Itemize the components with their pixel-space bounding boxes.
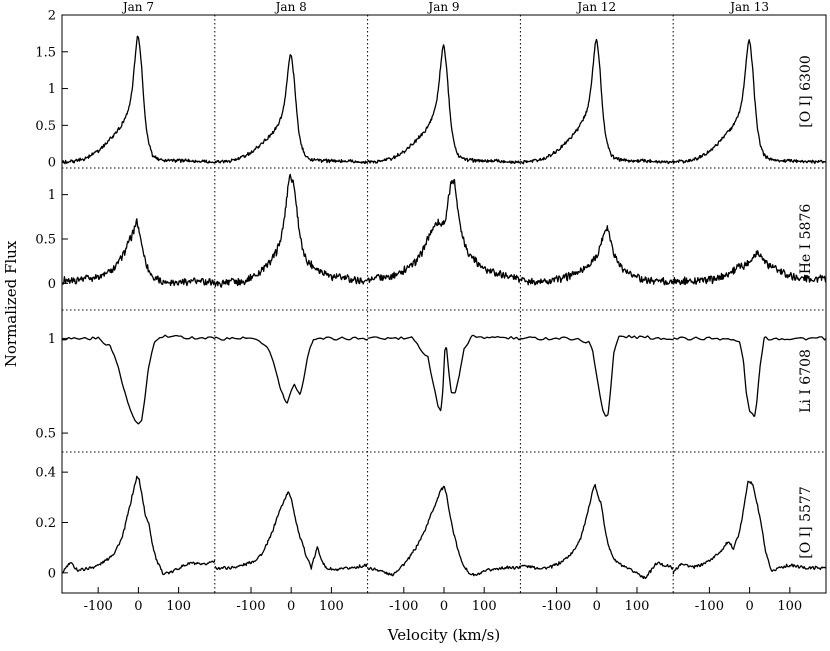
- spectrum-line: [672, 250, 827, 286]
- date-label: Jan 13: [728, 0, 769, 14]
- date-label: Jan 9: [426, 0, 459, 14]
- x-tick-label: -100: [542, 599, 571, 614]
- line-label: He I 5876: [798, 204, 814, 275]
- y-tick-label: 0.5: [35, 119, 56, 134]
- y-tick-label: 0.4: [35, 466, 56, 481]
- x-tick-label: 100: [319, 599, 344, 614]
- spectrum-line: [520, 334, 674, 417]
- y-tick-label: 2: [48, 9, 56, 24]
- y-tick-label: 1: [48, 82, 56, 97]
- y-axis-title: Normalized Flux: [2, 240, 20, 367]
- x-tick-label: 0: [440, 599, 448, 614]
- x-tick-label: -100: [389, 599, 418, 614]
- date-label: Jan 12: [575, 0, 616, 14]
- y-tick-label: 0: [48, 156, 56, 171]
- date-label: Jan 8: [274, 0, 307, 14]
- plot-frame: [61, 14, 827, 594]
- y-tick-label: 0.2: [35, 516, 56, 531]
- spectrum-line: [214, 491, 368, 572]
- x-axis: -100 0 100 -100 0 100 -100 0 100 -100 0 100 -100 0 100: [84, 587, 802, 614]
- x-tick-label: 0: [745, 599, 753, 614]
- x-tick-label: -100: [695, 599, 724, 614]
- row-separators: [62, 167, 826, 453]
- spectrum-line: [367, 179, 521, 283]
- spectrum-line: [519, 38, 674, 165]
- spectrum-line: [673, 336, 827, 417]
- y-tick-label: 1: [48, 332, 56, 347]
- date-label: Jan 7: [121, 0, 154, 14]
- line-label: [O I] 6300: [798, 55, 814, 127]
- x-tick-label: 0: [593, 599, 601, 614]
- spectrum-line: [61, 218, 216, 287]
- spectrum-line: [519, 225, 674, 286]
- x-tick-label: 0: [287, 599, 295, 614]
- spectrum-line: [672, 480, 827, 575]
- x-tick-label: -100: [236, 599, 265, 614]
- line-label: Li I 6708: [798, 349, 814, 413]
- column-separators: [214, 15, 674, 593]
- spectrum-line: [214, 173, 368, 288]
- x-tick-label: 100: [472, 599, 497, 614]
- y-tick-label: 1: [48, 188, 56, 203]
- spectrum-line: [367, 485, 521, 577]
- x-tick-label: 100: [166, 599, 191, 614]
- x-tick-label: -100: [84, 599, 113, 614]
- y-axis: 0 0.5 1 1.5 2 0 0.5 1 0.5 1 0 0.2 0.4: [35, 9, 68, 581]
- y-tick-label: 0.5: [35, 233, 56, 248]
- spectrum-line: [519, 483, 674, 580]
- y-tick-label: 1.5: [35, 45, 56, 60]
- spectrum-line: [672, 39, 827, 165]
- spectrum-line: [214, 336, 368, 404]
- spectrum-line: [214, 54, 368, 165]
- spectrum-line: [61, 35, 215, 165]
- x-tick-label: 100: [625, 599, 650, 614]
- series-lines: [61, 35, 827, 580]
- row-line-labels: [O I] 6300 He I 5876 Li I 6708 [O I] 5577: [798, 55, 814, 558]
- y-tick-label: 0: [48, 277, 56, 292]
- spectrum-line: [367, 44, 521, 164]
- y-tick-label: 0.5: [35, 427, 56, 442]
- x-tick-label: 0: [134, 599, 142, 614]
- column-date-labels: Jan 7 Jan 8 Jan 9 Jan 12 Jan 13: [121, 0, 769, 14]
- spectrum-line: [61, 475, 216, 576]
- line-label: [O I] 5577: [798, 486, 814, 558]
- x-axis-title: Velocity (km/s): [387, 626, 500, 644]
- x-tick-label: 100: [777, 599, 802, 614]
- spectrum-line: [367, 334, 521, 412]
- spectrum-line: [61, 334, 215, 425]
- y-tick-label: 0: [48, 566, 56, 581]
